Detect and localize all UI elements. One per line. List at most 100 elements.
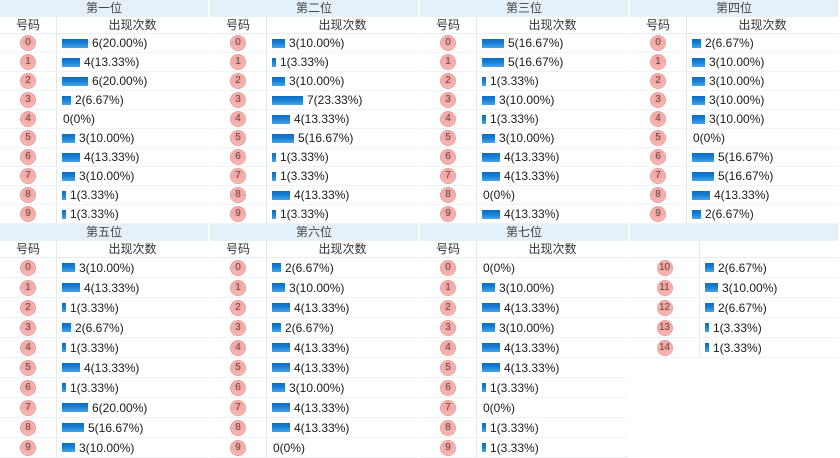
frequency-cell: 7(23.33%) bbox=[267, 91, 418, 109]
table-row: 8 4(13.33%) bbox=[210, 418, 418, 438]
frequency-label: 3(10.00%) bbox=[79, 260, 135, 275]
frequency-cell: 1(3.33%) bbox=[57, 186, 208, 204]
col-header-count bbox=[700, 241, 838, 257]
frequency-label: 2(6.67%) bbox=[718, 300, 767, 315]
frequency-label: 3(10.00%) bbox=[722, 280, 778, 295]
table-row: 0 5(16.67%) bbox=[420, 34, 628, 53]
number-badge: 5 bbox=[440, 359, 456, 376]
frequency-label: 1(3.33%) bbox=[70, 207, 119, 221]
frequency-cell: 0(0%) bbox=[477, 398, 628, 417]
number-badge: 7 bbox=[230, 168, 246, 184]
frequency-bar bbox=[482, 57, 504, 67]
frequency-cell: 1(3.33%) bbox=[267, 53, 418, 71]
number-cell: 7 bbox=[0, 398, 57, 417]
frequency-bar bbox=[272, 263, 281, 272]
table-row: 4 4(13.33%) bbox=[210, 338, 418, 358]
frequency-bar bbox=[482, 323, 495, 332]
table-row: 2 3(10.00%) bbox=[210, 72, 418, 91]
number-cell: 3 bbox=[630, 91, 687, 109]
number-badge: 7 bbox=[20, 168, 36, 184]
frequency-bar bbox=[692, 95, 705, 105]
number-badge: 6 bbox=[650, 149, 666, 165]
col-header-number bbox=[630, 241, 700, 257]
table-row: 6 4(13.33%) bbox=[420, 148, 628, 167]
table-column-headers: 号码 出现次数 bbox=[0, 241, 208, 258]
number-badge: 2 bbox=[440, 73, 456, 89]
frequency-bar bbox=[482, 343, 500, 352]
number-badge: 9 bbox=[440, 439, 456, 456]
frequency-cell: 5(16.67%) bbox=[477, 34, 628, 52]
number-cell: 5 bbox=[210, 358, 267, 377]
number-badge: 6 bbox=[440, 149, 456, 165]
number-badge: 1 bbox=[440, 279, 456, 296]
frequency-label: 3(10.00%) bbox=[289, 280, 345, 295]
frequency-bar bbox=[272, 171, 276, 181]
frequency-label: 1(3.33%) bbox=[490, 380, 539, 395]
frequency-cell: 3(10.00%) bbox=[57, 167, 208, 185]
table-row: 9 1(3.33%) bbox=[420, 438, 628, 458]
table-row: 5 0(0%) bbox=[630, 129, 838, 148]
table-row: 2 1(3.33%) bbox=[420, 72, 628, 91]
number-cell: 5 bbox=[630, 129, 687, 147]
frequency-bar bbox=[272, 190, 290, 200]
frequency-cell: 3(10.00%) bbox=[687, 72, 838, 90]
number-badge: 0 bbox=[230, 35, 246, 51]
frequency-cell: 6(20.00%) bbox=[57, 72, 208, 90]
number-badge: 4 bbox=[230, 339, 246, 356]
number-cell: 5 bbox=[210, 129, 267, 147]
frequency-bar bbox=[62, 171, 75, 181]
frequency-cell: 6(20.00%) bbox=[57, 398, 208, 417]
table-row: 0 2(6.67%) bbox=[210, 258, 418, 278]
frequency-label: 4(13.33%) bbox=[294, 400, 350, 415]
frequency-label: 1(3.33%) bbox=[70, 380, 119, 395]
table-row: 4 4(13.33%) bbox=[210, 110, 418, 129]
frequency-bar bbox=[705, 303, 714, 312]
frequency-bar bbox=[705, 343, 709, 352]
number-cell: 4 bbox=[210, 110, 267, 128]
frequency-bar bbox=[482, 95, 495, 105]
number-badge: 8 bbox=[440, 187, 456, 203]
frequency-bar bbox=[272, 423, 290, 432]
table-row: 9 3(10.00%) bbox=[0, 438, 208, 458]
frequency-cell: 3(10.00%) bbox=[57, 438, 208, 457]
number-badge: 8 bbox=[20, 187, 36, 203]
frequency-cell: 2(6.67%) bbox=[700, 298, 838, 317]
number-badge: 3 bbox=[440, 92, 456, 108]
number-badge: 1 bbox=[20, 279, 36, 296]
number-badge: 4 bbox=[440, 111, 456, 127]
number-cell: 4 bbox=[420, 338, 477, 357]
frequency-label: 3(10.00%) bbox=[709, 112, 765, 126]
frequency-cell: 4(13.33%) bbox=[477, 167, 628, 185]
frequency-label: 2(6.67%) bbox=[75, 93, 124, 107]
table-row: 2 3(10.00%) bbox=[630, 72, 838, 91]
frequency-cell: 3(10.00%) bbox=[477, 318, 628, 337]
number-cell: 1 bbox=[0, 53, 57, 71]
table-row: 4 1(3.33%) bbox=[0, 338, 208, 358]
number-badge: 1 bbox=[230, 54, 246, 70]
number-badge: 7 bbox=[20, 399, 36, 416]
frequency-cell: 4(13.33%) bbox=[267, 418, 418, 437]
number-cell: 2 bbox=[210, 72, 267, 90]
number-badge: 0 bbox=[440, 259, 456, 276]
frequency-cell: 1(3.33%) bbox=[700, 318, 838, 337]
frequency-label: 4(13.33%) bbox=[84, 280, 140, 295]
frequency-bar bbox=[482, 363, 500, 372]
frequency-label: 0(0%) bbox=[483, 188, 516, 202]
frequency-cell: 1(3.33%) bbox=[477, 72, 628, 90]
table-row: 6 5(16.67%) bbox=[630, 148, 838, 167]
col-header-number: 号码 bbox=[0, 17, 57, 33]
table-row: 7 1(3.33%) bbox=[210, 167, 418, 186]
frequency-bar bbox=[482, 133, 495, 143]
number-cell: 1 bbox=[210, 278, 267, 297]
frequency-label: 2(6.67%) bbox=[285, 320, 334, 335]
frequency-label: 1(3.33%) bbox=[280, 55, 329, 69]
number-badge: 4 bbox=[20, 111, 36, 127]
frequency-label: 0(0%) bbox=[483, 260, 516, 275]
frequency-cell: 1(3.33%) bbox=[57, 205, 208, 223]
number-cell: 1 bbox=[420, 278, 477, 297]
table-row: 5 4(13.33%) bbox=[210, 358, 418, 378]
frequency-label: 7(23.33%) bbox=[307, 93, 363, 107]
number-cell: 6 bbox=[420, 148, 477, 166]
number-badge: 1 bbox=[230, 279, 246, 296]
frequency-label: 4(13.33%) bbox=[504, 169, 560, 183]
